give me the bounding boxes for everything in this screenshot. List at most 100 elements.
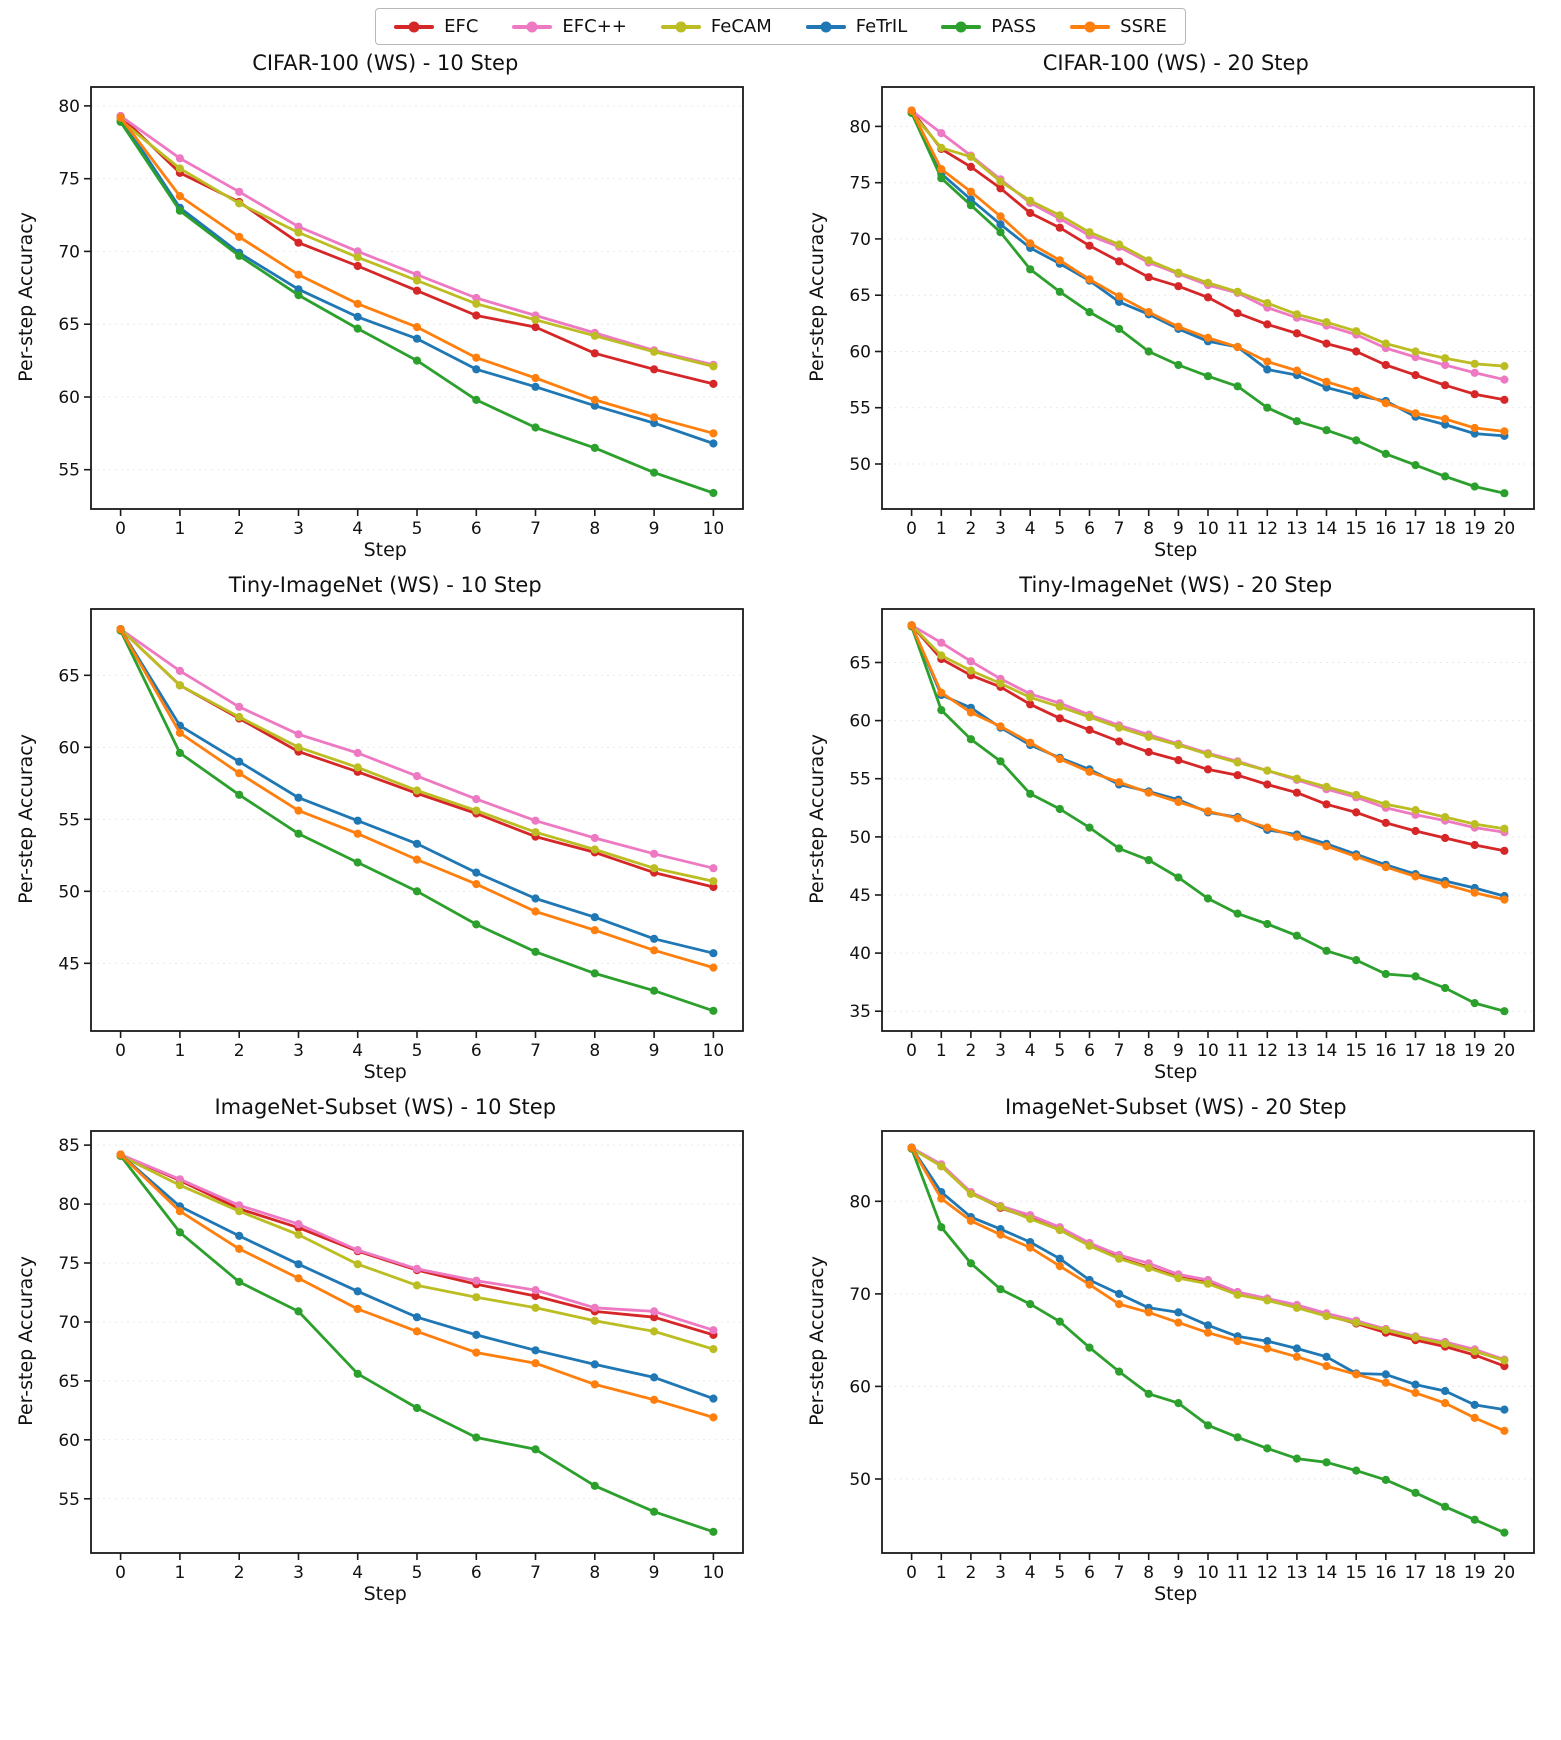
svg-text:19: 19 [1464, 519, 1486, 539]
svg-text:10: 10 [1197, 1563, 1219, 1583]
svg-text:45: 45 [849, 886, 871, 906]
legend-item-ssre: SSRE [1070, 16, 1167, 37]
svg-text:4: 4 [1025, 1041, 1036, 1061]
svg-text:2: 2 [234, 1041, 245, 1061]
svg-text:12: 12 [1256, 519, 1278, 539]
svg-text:9: 9 [1173, 1563, 1184, 1583]
legend-label: EFC [444, 16, 479, 37]
svg-text:2: 2 [965, 1041, 976, 1061]
svg-text:19: 19 [1464, 1563, 1486, 1583]
svg-text:75: 75 [849, 174, 871, 194]
chart-panel-cifar100-20step: CIFAR-100 (WS) - 20 Step Per-step Accura… [799, 49, 1554, 561]
svg-text:6: 6 [1084, 1563, 1095, 1583]
svg-text:6: 6 [471, 1041, 482, 1061]
svg-text:35: 35 [849, 1002, 871, 1022]
svg-text:18: 18 [1434, 1563, 1456, 1583]
svg-text:15: 15 [1345, 519, 1367, 539]
svg-text:5: 5 [412, 1563, 423, 1583]
legend-item-efc: EFC [394, 16, 478, 37]
svg-text:11: 11 [1227, 1041, 1249, 1061]
svg-text:17: 17 [1404, 1041, 1426, 1061]
svg-text:7: 7 [530, 1563, 541, 1583]
svg-text:13: 13 [1286, 1563, 1308, 1583]
svg-text:6: 6 [1084, 1041, 1095, 1061]
plot-wrap: Per-step Accuracy 45 50 55 60 65 0 1 2 3 4 5 6 7 8 9 10 [15, 601, 755, 1063]
svg-text:7: 7 [1113, 1563, 1124, 1583]
svg-text:20: 20 [1493, 1563, 1515, 1583]
svg-text:80: 80 [849, 1192, 871, 1212]
svg-text:18: 18 [1434, 519, 1456, 539]
svg-text:55: 55 [849, 770, 871, 790]
chart-panel-tinyimagenet-10step: Tiny-ImageNet (WS) - 10 Step Per-step Ac… [8, 571, 763, 1083]
legend-item-fecam: FeCAM [660, 16, 772, 37]
svg-text:11: 11 [1227, 519, 1249, 539]
svg-text:2: 2 [234, 519, 245, 539]
svg-text:3: 3 [995, 519, 1006, 539]
svg-text:2: 2 [965, 519, 976, 539]
svg-text:70: 70 [59, 242, 81, 262]
y-axis-label: Per-step Accuracy [15, 1256, 38, 1426]
svg-text:15: 15 [1345, 1563, 1367, 1583]
svg-text:55: 55 [59, 1490, 81, 1510]
chart-panel-imagenetsubset-10step: ImageNet-Subset (WS) - 10 Step Per-step … [8, 1093, 763, 1605]
svg-text:0: 0 [906, 519, 917, 539]
svg-text:13: 13 [1286, 1041, 1308, 1061]
svg-text:80: 80 [59, 97, 81, 117]
svg-text:4: 4 [353, 519, 364, 539]
chart-title: Tiny-ImageNet (WS) - 20 Step [1019, 573, 1333, 597]
svg-text:5: 5 [1054, 1041, 1065, 1061]
chart-title: ImageNet-Subset (WS) - 20 Step [1004, 1095, 1347, 1119]
figure: EFC EFC++ FeCAM FeTrIL PASS SSRE CIFAR-100 (W… [8, 0, 1553, 1605]
x-axis-label: Step [1154, 1583, 1198, 1605]
svg-text:4: 4 [353, 1041, 364, 1061]
plot-wrap: Per-step Accuracy 50 55 60 65 70 75 80 0 1 2 3 4 5 6 7… [806, 79, 1546, 541]
svg-text:0: 0 [115, 1563, 126, 1583]
svg-text:5: 5 [412, 519, 423, 539]
svg-text:11: 11 [1227, 1563, 1249, 1583]
svg-text:1: 1 [936, 1041, 947, 1061]
svg-text:7: 7 [530, 1041, 541, 1061]
svg-text:12: 12 [1256, 1041, 1278, 1061]
svg-text:1: 1 [175, 1041, 186, 1061]
svg-text:6: 6 [471, 519, 482, 539]
svg-text:50: 50 [849, 1470, 871, 1490]
legend-line-marker-icon [660, 24, 701, 29]
svg-text:60: 60 [849, 343, 871, 363]
svg-text:19: 19 [1464, 1041, 1486, 1061]
legend-item-efc: EFC++ [512, 16, 627, 37]
legend-label: PASS [991, 16, 1037, 37]
svg-text:65: 65 [59, 666, 81, 686]
svg-text:50: 50 [849, 828, 871, 848]
svg-text:8: 8 [590, 1041, 601, 1061]
y-axis-label: Per-step Accuracy [805, 212, 828, 382]
svg-text:8: 8 [590, 519, 601, 539]
svg-text:55: 55 [849, 399, 871, 419]
svg-text:5: 5 [412, 1041, 423, 1061]
svg-text:16: 16 [1375, 1041, 1397, 1061]
svg-text:6: 6 [471, 1563, 482, 1583]
chart-panel-cifar100-10step: CIFAR-100 (WS) - 10 Step Per-step Accura… [8, 49, 763, 561]
chart-title: Tiny-ImageNet (WS) - 10 Step [228, 573, 542, 597]
svg-text:14: 14 [1315, 1563, 1337, 1583]
svg-text:16: 16 [1375, 1563, 1397, 1583]
legend-label: FeCAM [710, 16, 772, 37]
legend-row: EFC EFC++ FeCAM FeTrIL PASS SSRE [8, 8, 1553, 45]
svg-text:0: 0 [115, 1041, 126, 1061]
svg-text:40: 40 [849, 944, 871, 964]
svg-text:60: 60 [849, 712, 871, 732]
svg-text:7: 7 [1113, 519, 1124, 539]
svg-text:3: 3 [293, 1563, 304, 1583]
svg-text:45: 45 [59, 954, 81, 974]
svg-text:60: 60 [59, 738, 81, 758]
svg-text:10: 10 [1197, 1041, 1219, 1061]
chart-panel-imagenetsubset-20step: ImageNet-Subset (WS) - 20 Step Per-step … [799, 1093, 1554, 1605]
y-axis-label: Per-step Accuracy [15, 212, 38, 382]
svg-text:85: 85 [59, 1136, 81, 1156]
svg-text:7: 7 [530, 519, 541, 539]
svg-text:14: 14 [1315, 1041, 1337, 1061]
plot-wrap: Per-step Accuracy 55 60 65 70 75 80 85 0 1 2 3 4 5 6 7… [15, 1123, 755, 1585]
chart-panel-tinyimagenet-20step: Tiny-ImageNet (WS) - 20 Step Per-step Ac… [799, 571, 1554, 1083]
legend-label: SSRE [1120, 16, 1167, 37]
